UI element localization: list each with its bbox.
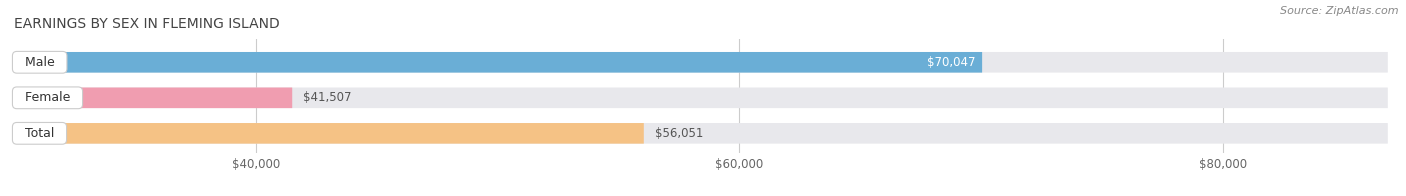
Text: Female: Female	[17, 91, 79, 104]
FancyBboxPatch shape	[18, 52, 983, 73]
Text: Male: Male	[17, 56, 62, 69]
Text: $70,047: $70,047	[927, 56, 976, 69]
Text: Source: ZipAtlas.com: Source: ZipAtlas.com	[1281, 6, 1399, 16]
Text: Total: Total	[17, 127, 62, 140]
Text: EARNINGS BY SEX IN FLEMING ISLAND: EARNINGS BY SEX IN FLEMING ISLAND	[14, 17, 280, 31]
FancyBboxPatch shape	[18, 123, 644, 144]
FancyBboxPatch shape	[18, 87, 292, 108]
Text: $41,507: $41,507	[304, 91, 352, 104]
FancyBboxPatch shape	[18, 52, 1388, 73]
Text: $56,051: $56,051	[655, 127, 703, 140]
FancyBboxPatch shape	[18, 123, 1388, 144]
FancyBboxPatch shape	[18, 87, 1388, 108]
